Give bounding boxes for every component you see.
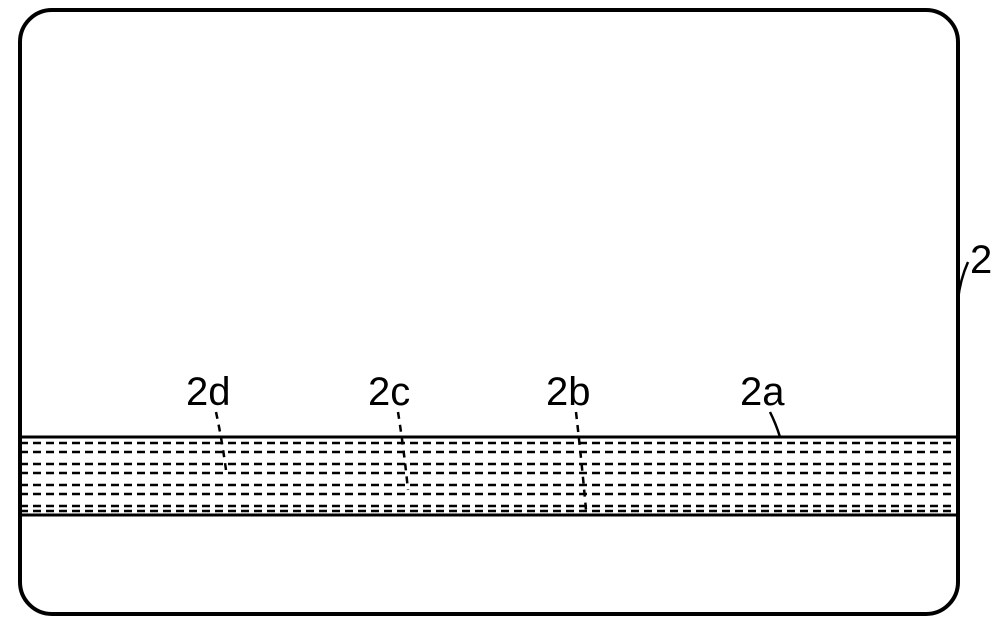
label-main: 2 <box>970 238 992 283</box>
diagram-stage: 2 2a 2b 2c 2d <box>0 0 1000 623</box>
label-2c: 2c <box>368 370 410 415</box>
label-2d: 2d <box>186 370 231 415</box>
diagram-svg <box>0 0 1000 623</box>
label-2b: 2b <box>546 370 591 415</box>
label-2a: 2a <box>740 370 785 415</box>
